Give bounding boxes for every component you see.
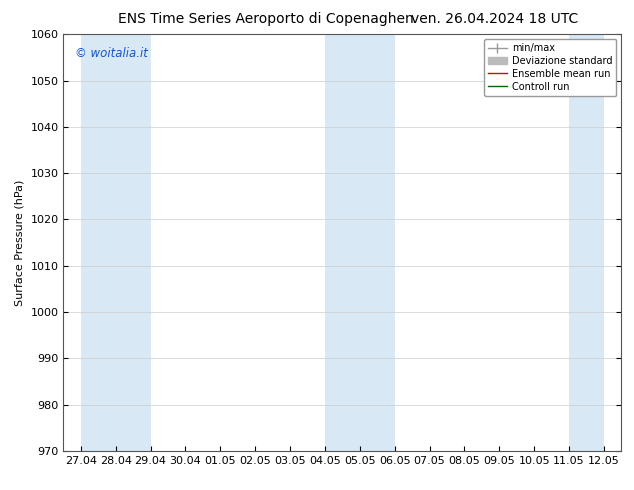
Legend: min/max, Deviazione standard, Ensemble mean run, Controll run: min/max, Deviazione standard, Ensemble m…: [484, 39, 616, 96]
Text: © woitalia.it: © woitalia.it: [75, 47, 148, 60]
Text: ven. 26.04.2024 18 UTC: ven. 26.04.2024 18 UTC: [411, 12, 578, 26]
Text: ENS Time Series Aeroporto di Copenaghen: ENS Time Series Aeroporto di Copenaghen: [119, 12, 414, 26]
Bar: [81, 34, 150, 451]
Y-axis label: Surface Pressure (hPa): Surface Pressure (hPa): [15, 179, 25, 306]
Bar: [569, 34, 604, 451]
Bar: [325, 34, 394, 451]
